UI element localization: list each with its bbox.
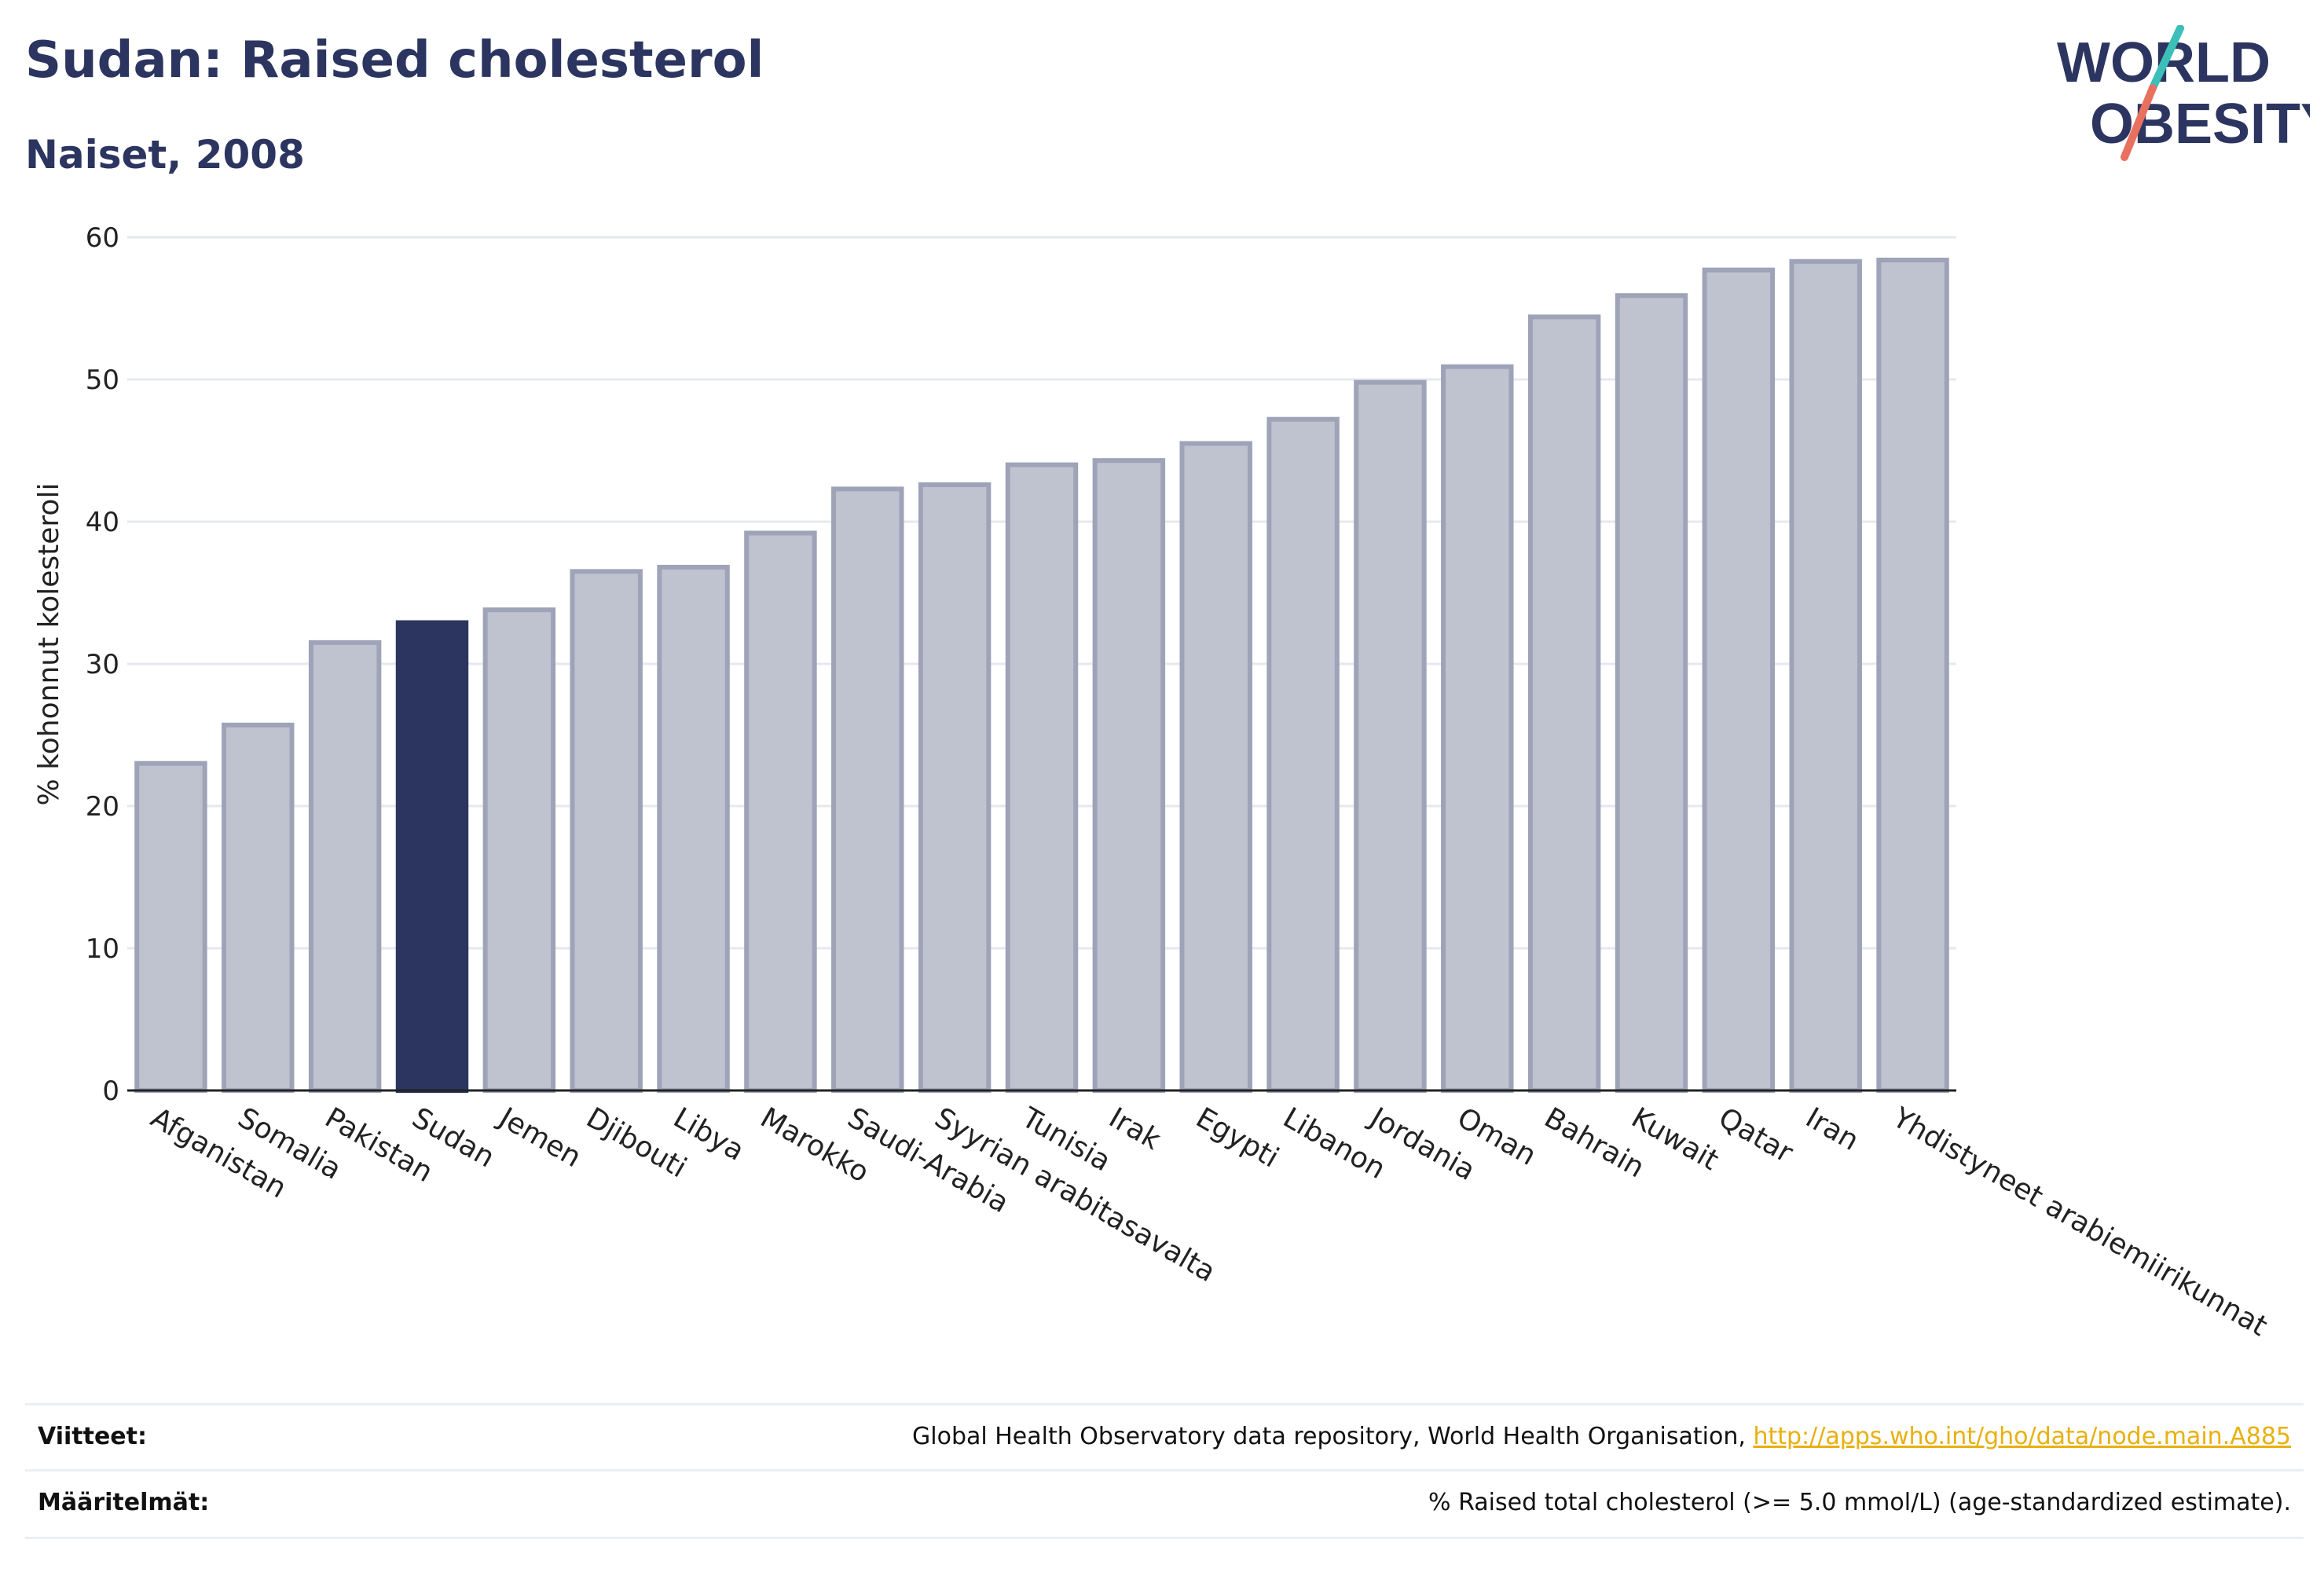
bar-sudan xyxy=(395,620,469,1093)
bar-libya xyxy=(657,564,730,1093)
bar-jordania xyxy=(1354,379,1427,1093)
sources-row: Viitteet: Global Health Observatory data… xyxy=(25,1403,2304,1464)
bar-bahrain xyxy=(1527,314,1601,1093)
world-obesity-logo: WORLD OBESITY xyxy=(2057,25,2310,161)
chart-subtitle: Naiset, 2008 xyxy=(25,132,305,178)
bar-marokko xyxy=(744,530,817,1093)
bar-egypti xyxy=(1179,441,1252,1093)
bar-oman xyxy=(1441,364,1514,1093)
bar-djibouti xyxy=(570,569,643,1093)
y-axis-label: % kohonnut kolesteroli xyxy=(33,483,65,806)
bar-yhdistyneet-arabiemiirikunnat xyxy=(1876,257,1949,1094)
sources-value: Global Health Observatory data repositor… xyxy=(912,1423,2291,1450)
bar-kuwait xyxy=(1615,293,1688,1093)
x-tick-label: Egypti xyxy=(1190,1101,1284,1174)
definitions-label: Määritelmät: xyxy=(38,1489,210,1516)
bar-syyrian-arabitasavalta xyxy=(918,482,992,1093)
bar-pakistan xyxy=(308,640,382,1093)
bar-chart: 0102030405060AfganistanSomaliaPakistanSu… xyxy=(33,222,2273,1343)
sources-text: Global Health Observatory data repositor… xyxy=(912,1423,1754,1450)
bar-afganistan xyxy=(134,761,207,1093)
y-tick-label: 60 xyxy=(86,222,119,254)
y-tick-label: 10 xyxy=(86,933,119,965)
bar-tunisia xyxy=(1005,462,1079,1093)
sources-link[interactable]: http://apps.who.int/gho/data/node.main.A… xyxy=(1753,1423,2291,1450)
y-tick-label: 50 xyxy=(86,365,119,396)
chart-title: Sudan: Raised cholesterol xyxy=(25,31,764,90)
bar-somalia xyxy=(222,722,295,1094)
y-tick-label: 40 xyxy=(86,507,119,538)
bar-irak xyxy=(1092,458,1166,1093)
definitions-value: % Raised total cholesterol (>= 5.0 mmol/… xyxy=(1428,1489,2291,1516)
sources-label: Viitteet: xyxy=(38,1423,147,1450)
x-tick-label: Bahrain xyxy=(1539,1101,1650,1184)
bar-iran xyxy=(1789,258,1862,1093)
y-tick-label: 20 xyxy=(86,791,119,823)
bar-qatar xyxy=(1702,267,1776,1093)
x-tick-label: Qatar xyxy=(1713,1101,1798,1169)
definitions-row: Määritelmät: % Raised total cholesterol … xyxy=(25,1469,2304,1530)
y-tick-label: 30 xyxy=(86,649,119,680)
x-tick-label: Jemen xyxy=(493,1101,587,1174)
logo-slash-top xyxy=(2149,25,2184,92)
x-tick-label: Yhdistyneet arabiemiirikunnat xyxy=(1886,1101,2272,1343)
logo-slash-bottom xyxy=(2121,84,2157,161)
bar-saudi-arabia xyxy=(831,486,904,1093)
bar-libanon xyxy=(1266,416,1340,1093)
x-tick-label: Djibouti xyxy=(581,1101,691,1184)
x-tick-label: Iran xyxy=(1800,1101,1864,1157)
y-tick-label: 0 xyxy=(102,1076,119,1107)
bar-layer xyxy=(134,257,1949,1094)
bar-jemen xyxy=(482,607,556,1093)
footer-divider xyxy=(25,1537,2304,1539)
